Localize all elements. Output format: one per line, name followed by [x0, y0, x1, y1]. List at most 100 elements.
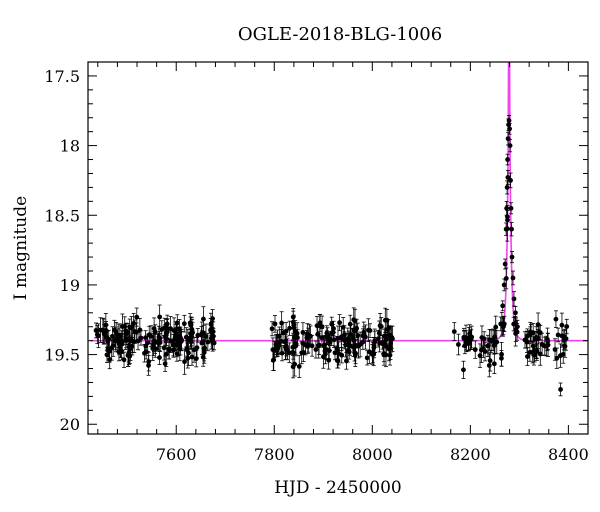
data-point-315	[292, 361, 298, 367]
data-point-432	[501, 282, 507, 288]
data-point-446	[509, 254, 515, 260]
data-point-313	[347, 321, 353, 327]
data-point-51	[163, 351, 169, 357]
data-point-404	[465, 341, 471, 346]
data-point-396	[485, 343, 491, 349]
x-tick-label: 7600	[156, 445, 197, 464]
data-point-157	[123, 338, 129, 344]
data-point-413	[466, 336, 472, 342]
data-point-159	[103, 327, 109, 333]
data-point-376	[472, 347, 478, 353]
data-point-435	[504, 205, 510, 211]
data-point-105	[183, 334, 189, 340]
data-point-164	[193, 356, 199, 362]
data-point-84	[107, 357, 113, 362]
data-point-123	[137, 327, 143, 333]
data-point-33	[174, 320, 180, 326]
data-point-114	[200, 354, 206, 360]
data-point-437	[505, 157, 511, 162]
data-point-204	[287, 325, 292, 331]
data-point-135	[187, 320, 193, 326]
data-point-280	[382, 317, 388, 323]
data-point-128	[101, 331, 107, 337]
data-point-94	[174, 351, 180, 357]
data-point-119	[146, 363, 151, 368]
data-point-98	[143, 349, 149, 355]
data-point-400	[486, 363, 492, 368]
data-point-104	[157, 314, 163, 320]
data-point-324	[371, 342, 377, 348]
data-point-151	[208, 335, 214, 341]
data-point-171	[296, 364, 302, 369]
data-point-143	[125, 353, 131, 358]
data-point-441	[507, 126, 512, 132]
data-point-274	[343, 342, 348, 348]
data-point-302	[291, 325, 297, 331]
data-point-99	[201, 316, 206, 322]
data-point-147	[113, 329, 119, 335]
data-point-241	[319, 335, 325, 341]
data-point-358	[564, 324, 570, 329]
data-point-92	[105, 346, 111, 352]
data-point-162	[205, 339, 211, 345]
data-point-331	[354, 326, 360, 331]
data-point-279	[290, 344, 296, 350]
data-point-374	[494, 339, 500, 345]
data-point-156	[109, 345, 115, 351]
data-point-385	[537, 351, 543, 357]
data-point-418	[493, 324, 499, 330]
data-point-78	[195, 332, 201, 338]
data-point-440	[506, 118, 512, 123]
data-point-153	[168, 326, 173, 332]
data-point-329	[284, 343, 289, 349]
data-point-412	[451, 329, 457, 335]
data-point-386	[553, 316, 559, 322]
data-point-317	[322, 348, 328, 354]
data-point-275	[337, 320, 343, 326]
data-point-414	[524, 339, 530, 345]
data-point-419	[480, 346, 486, 352]
data-point-101	[203, 334, 209, 339]
data-point-146	[152, 339, 158, 345]
y-axis-label: I magnitude	[11, 196, 31, 300]
data-point-438	[505, 136, 511, 142]
x-tick-label: 8200	[450, 445, 491, 464]
data-point-163	[134, 329, 139, 335]
data-point-416	[558, 353, 563, 359]
data-point-307	[380, 341, 386, 347]
data-point-131	[159, 327, 165, 332]
data-point-179	[272, 321, 278, 327]
data-point-415	[534, 348, 540, 353]
data-point-138	[182, 359, 187, 365]
data-point-427	[491, 361, 497, 367]
y-tick-label: 18.5	[44, 206, 80, 225]
data-point-382	[536, 329, 542, 335]
data-point-319	[316, 342, 322, 348]
data-point-322	[305, 342, 311, 348]
data-point-318	[326, 348, 332, 354]
data-point-383	[552, 347, 558, 352]
data-point-245	[329, 331, 335, 336]
x-tick-label: 8400	[548, 445, 589, 464]
data-point-291	[299, 350, 305, 356]
data-point-14	[143, 335, 148, 341]
data-point-297	[367, 328, 373, 333]
y-tick-label: 19	[60, 276, 80, 295]
data-point-190	[331, 337, 337, 343]
x-axis-label: HJD - 2450000	[274, 478, 402, 498]
data-point-244	[270, 347, 276, 353]
plot-content	[90, 62, 588, 397]
data-point-405	[525, 354, 530, 359]
data-point-152	[117, 333, 123, 339]
data-point-325	[383, 337, 389, 343]
data-point-268	[313, 347, 319, 352]
data-point-249	[295, 335, 300, 341]
data-point-431	[500, 303, 506, 309]
data-point-426	[533, 335, 539, 340]
data-point-166	[157, 340, 163, 345]
data-point-158	[125, 330, 131, 335]
data-point-436	[504, 184, 510, 190]
data-point-236	[340, 324, 346, 330]
data-point-118	[181, 321, 187, 327]
